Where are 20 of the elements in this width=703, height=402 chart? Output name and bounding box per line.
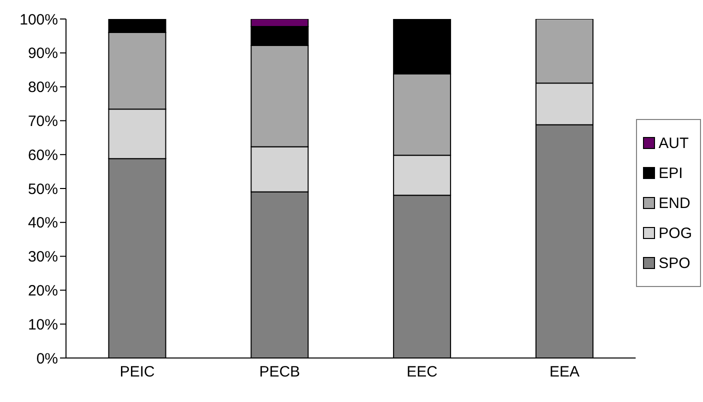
legend-label: END <box>658 194 690 212</box>
y-tick-label: 70% <box>28 113 58 130</box>
y-tick-label: 80% <box>28 79 58 96</box>
y-tick-label: 40% <box>28 214 58 232</box>
y-tick-label: 0% <box>36 350 58 368</box>
legend-label: POG <box>658 224 692 242</box>
x-tick-label: PEIC <box>120 364 155 381</box>
legend-label: EPI <box>658 164 683 182</box>
y-tick-label: 30% <box>28 248 58 266</box>
y-tick-label: 60% <box>28 146 58 164</box>
y-tick-label: 10% <box>28 316 58 334</box>
legend-label: SPO <box>658 254 690 272</box>
y-tick-label: 100% <box>20 11 58 28</box>
y-tick-label: 50% <box>28 180 58 198</box>
x-tick-label: EEC <box>406 364 438 381</box>
y-tick-label: 20% <box>28 282 58 300</box>
x-tick-label: PECB <box>259 364 300 381</box>
x-tick-label: EEA <box>549 364 580 381</box>
y-tick-label: 90% <box>28 45 58 62</box>
legend-label: AUT <box>658 134 689 152</box>
